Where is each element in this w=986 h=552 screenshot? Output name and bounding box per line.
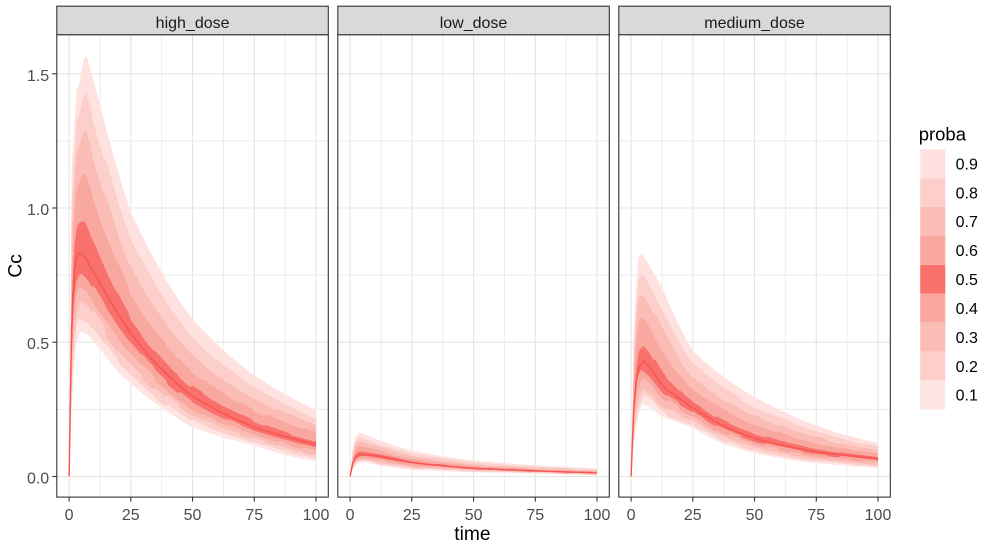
svg-text:0.5: 0.5 (956, 272, 978, 289)
svg-text:100: 100 (865, 507, 892, 524)
svg-text:50: 50 (465, 507, 483, 524)
svg-text:75: 75 (526, 507, 544, 524)
svg-text:1.5: 1.5 (27, 68, 49, 85)
svg-text:0.5: 0.5 (27, 336, 49, 353)
svg-text:1.0: 1.0 (27, 202, 49, 219)
svg-text:50: 50 (184, 507, 202, 524)
svg-text:0.7: 0.7 (956, 214, 978, 231)
svg-text:0.8: 0.8 (956, 185, 978, 202)
svg-text:25: 25 (122, 507, 140, 524)
svg-text:proba: proba (919, 124, 967, 145)
svg-text:high_dose: high_dose (156, 15, 230, 32)
svg-text:0.9: 0.9 (956, 156, 978, 173)
svg-text:0.0: 0.0 (27, 471, 49, 488)
svg-text:Cc: Cc (5, 254, 26, 278)
svg-text:0.1: 0.1 (956, 388, 978, 405)
svg-text:75: 75 (807, 507, 825, 524)
svg-text:0.2: 0.2 (956, 359, 978, 376)
svg-text:100: 100 (584, 507, 611, 524)
svg-text:0: 0 (346, 507, 355, 524)
svg-text:100: 100 (303, 507, 330, 524)
svg-text:25: 25 (684, 507, 702, 524)
svg-text:0: 0 (65, 507, 74, 524)
svg-text:25: 25 (403, 507, 421, 524)
svg-text:low_dose: low_dose (440, 15, 508, 32)
svg-text:0: 0 (627, 507, 636, 524)
svg-text:time: time (454, 524, 490, 545)
svg-text:medium_dose: medium_dose (704, 15, 805, 32)
svg-text:50: 50 (746, 507, 764, 524)
svg-text:0.6: 0.6 (956, 243, 978, 260)
svg-text:0.4: 0.4 (956, 301, 978, 318)
svg-text:75: 75 (245, 507, 263, 524)
svg-text:0.3: 0.3 (956, 330, 978, 347)
